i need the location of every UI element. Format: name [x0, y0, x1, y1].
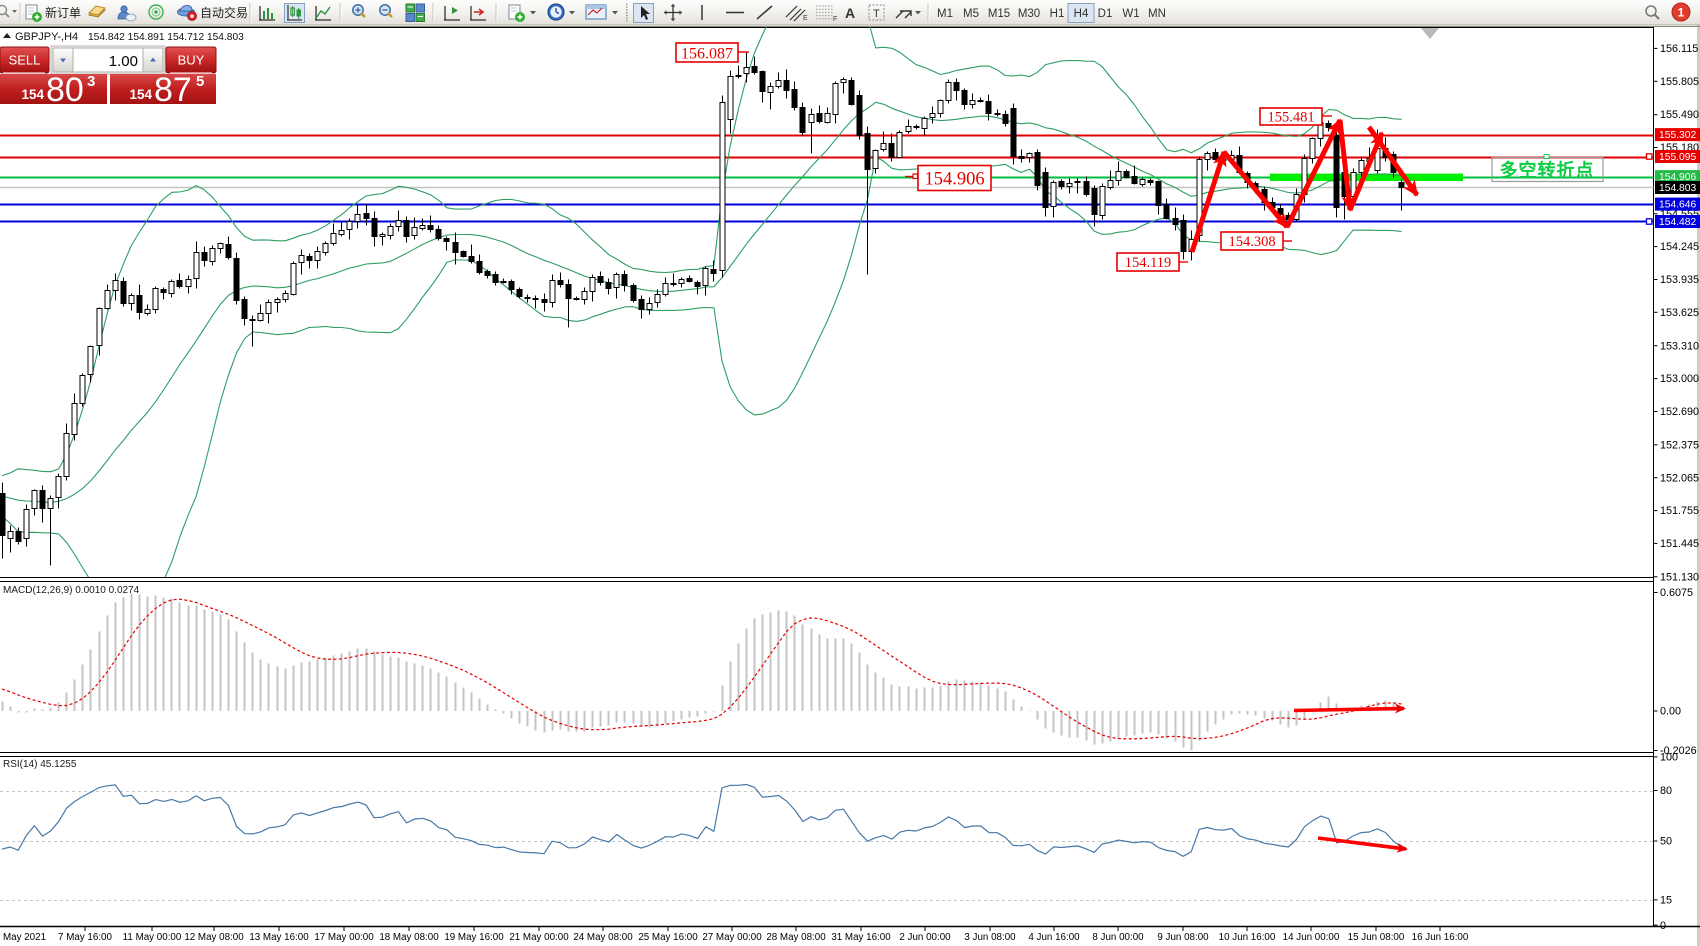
svg-text:15 Jun 08:00: 15 Jun 08:00 — [1348, 932, 1405, 943]
svg-text:12 May 08:00: 12 May 08:00 — [184, 932, 244, 943]
svg-text:156.115: 156.115 — [1660, 43, 1698, 55]
svg-text:19 May 16:00: 19 May 16:00 — [444, 932, 504, 943]
svg-text:87: 87 — [154, 71, 192, 109]
svg-text:50: 50 — [1660, 836, 1672, 848]
svg-text:SELL: SELL — [9, 53, 41, 68]
svg-text:155.490: 155.490 — [1660, 109, 1699, 121]
svg-text:154.308: 154.308 — [1228, 234, 1275, 250]
svg-text:154.646: 154.646 — [1659, 200, 1696, 211]
svg-text:自动交易: 自动交易 — [200, 5, 248, 20]
svg-text:MACD(12,26,9) 0.0010 0.0274: MACD(12,26,9) 0.0010 0.0274 — [3, 585, 140, 596]
svg-text:154.906: 154.906 — [924, 170, 984, 190]
svg-text:155.302: 155.302 — [1659, 130, 1696, 141]
svg-text:May 2021: May 2021 — [3, 932, 46, 943]
svg-text:154.245: 154.245 — [1660, 241, 1699, 253]
svg-text:D1: D1 — [1098, 8, 1113, 20]
svg-text:153.310: 153.310 — [1660, 340, 1699, 352]
svg-text:1: 1 — [1678, 6, 1685, 20]
svg-text:新订单: 新订单 — [45, 5, 81, 20]
svg-text:0.00: 0.00 — [1660, 706, 1681, 718]
svg-text:153.625: 153.625 — [1660, 307, 1699, 319]
svg-text:多空转折点: 多空转折点 — [1500, 160, 1595, 181]
svg-text:T: T — [873, 8, 880, 20]
svg-text:154.119: 154.119 — [1125, 255, 1172, 271]
svg-text:25 May 16:00: 25 May 16:00 — [638, 932, 698, 943]
svg-text:21 May 00:00: 21 May 00:00 — [509, 932, 569, 943]
svg-text:18 May 08:00: 18 May 08:00 — [379, 932, 439, 943]
svg-text:154.906: 154.906 — [1659, 172, 1696, 183]
svg-text:154.803: 154.803 — [1659, 183, 1696, 194]
svg-text:153.935: 153.935 — [1660, 274, 1699, 286]
svg-text:4 Jun 16:00: 4 Jun 16:00 — [1028, 932, 1080, 943]
svg-text:H1: H1 — [1050, 8, 1065, 20]
svg-text:155.481: 155.481 — [1267, 110, 1314, 126]
svg-text:27 May 00:00: 27 May 00:00 — [702, 932, 762, 943]
svg-text:14 Jun 00:00: 14 Jun 00:00 — [1283, 932, 1340, 943]
svg-text:152.065: 152.065 — [1660, 472, 1699, 484]
svg-text:BUY: BUY — [178, 53, 205, 68]
svg-text:151.755: 151.755 — [1660, 505, 1699, 517]
svg-text:-0.2026: -0.2026 — [1660, 745, 1697, 757]
svg-text:31 May 16:00: 31 May 16:00 — [831, 932, 891, 943]
svg-text:151.445: 151.445 — [1660, 538, 1699, 550]
svg-text:W1: W1 — [1122, 8, 1139, 20]
svg-text:MN: MN — [1148, 8, 1166, 20]
svg-text:154: 154 — [21, 87, 44, 102]
svg-text:M30: M30 — [1018, 8, 1040, 20]
svg-text:M15: M15 — [988, 8, 1010, 20]
svg-text:8 Jun 00:00: 8 Jun 00:00 — [1092, 932, 1144, 943]
svg-text:A: A — [845, 5, 855, 21]
svg-text:24 May 08:00: 24 May 08:00 — [573, 932, 633, 943]
svg-text:0: 0 — [1660, 920, 1666, 932]
svg-text:F: F — [833, 16, 837, 23]
svg-text:M5: M5 — [963, 8, 979, 20]
svg-text:155.805: 155.805 — [1660, 76, 1699, 88]
svg-text:3 Jun 08:00: 3 Jun 08:00 — [964, 932, 1016, 943]
svg-text:28 May 08:00: 28 May 08:00 — [766, 932, 826, 943]
svg-text:10 Jun 16:00: 10 Jun 16:00 — [1219, 932, 1276, 943]
svg-text:11 May 00:00: 11 May 00:00 — [123, 932, 182, 943]
svg-text:151.130: 151.130 — [1660, 571, 1699, 583]
svg-text:154.482: 154.482 — [1659, 217, 1696, 228]
svg-text:17 May 00:00: 17 May 00:00 — [314, 932, 374, 943]
svg-text:15: 15 — [1660, 895, 1672, 907]
svg-text:M1: M1 — [937, 8, 953, 20]
svg-text:2 Jun 00:00: 2 Jun 00:00 — [899, 932, 951, 943]
svg-text:H4: H4 — [1074, 8, 1089, 20]
svg-text:16 Jun 16:00: 16 Jun 16:00 — [1412, 932, 1469, 943]
svg-text:80: 80 — [1660, 785, 1672, 797]
svg-text:13 May 16:00: 13 May 16:00 — [249, 932, 309, 943]
svg-text:RSI(14) 45.1255: RSI(14) 45.1255 — [3, 759, 77, 770]
svg-text:0.6075: 0.6075 — [1660, 587, 1693, 599]
svg-text:155.095: 155.095 — [1659, 152, 1696, 163]
svg-text:3: 3 — [87, 73, 95, 90]
svg-text:GBPJPY-,H4: GBPJPY-,H4 — [15, 31, 78, 43]
svg-text:156.087: 156.087 — [681, 45, 733, 62]
svg-text:80: 80 — [46, 71, 84, 109]
svg-text:7 May 16:00: 7 May 16:00 — [58, 932, 112, 943]
svg-text:100: 100 — [1660, 752, 1678, 764]
svg-text:154.842 154.891 154.712 154.80: 154.842 154.891 154.712 154.803 — [88, 32, 244, 43]
svg-text:152.690: 152.690 — [1660, 406, 1699, 418]
svg-text:153.000: 153.000 — [1660, 373, 1699, 385]
svg-text:9 Jun 08:00: 9 Jun 08:00 — [1157, 932, 1209, 943]
svg-text:152.375: 152.375 — [1660, 439, 1699, 451]
svg-text:154: 154 — [129, 87, 152, 102]
svg-text:5: 5 — [196, 73, 204, 90]
svg-text:E: E — [803, 15, 808, 22]
svg-text:1.00: 1.00 — [109, 53, 138, 70]
